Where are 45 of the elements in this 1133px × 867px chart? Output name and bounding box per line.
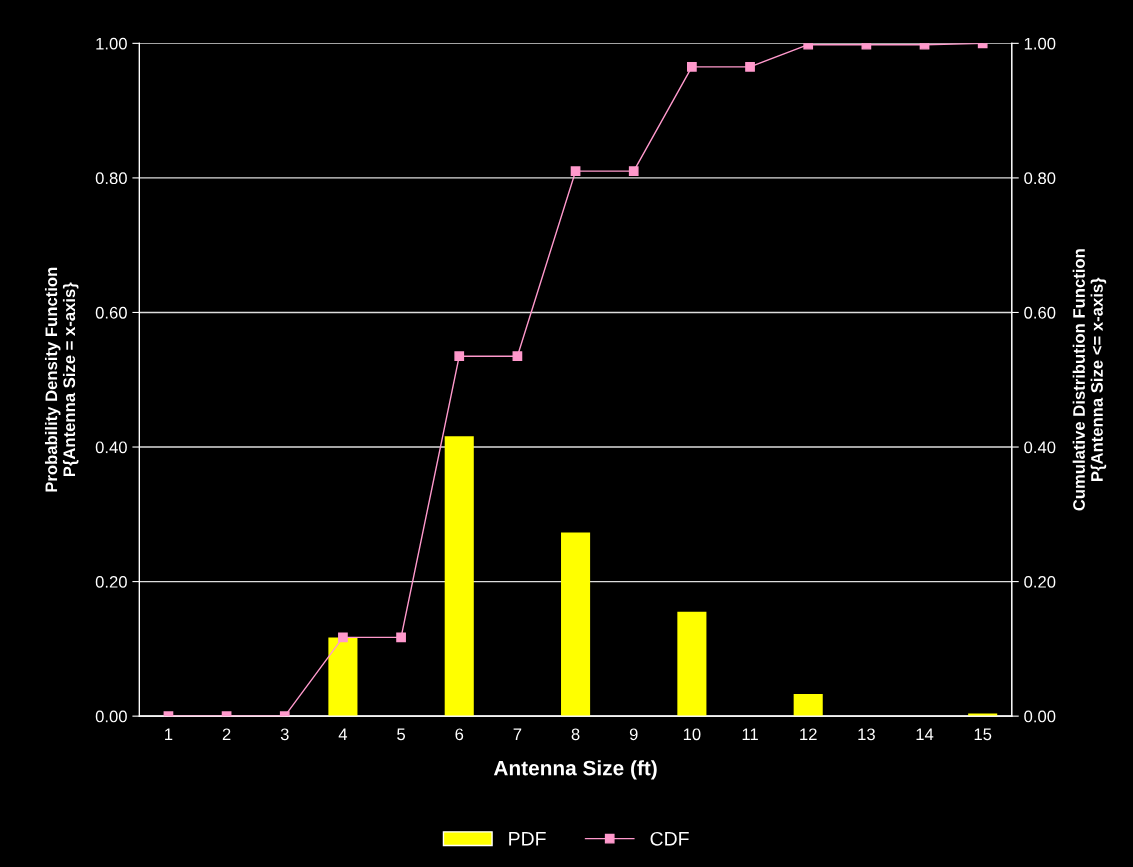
point xyxy=(687,62,697,72)
y2-tick-label: 0.00 xyxy=(1024,710,1056,723)
x-tick-label: 8 xyxy=(571,728,580,741)
x-tick-label: 2 xyxy=(222,728,231,741)
point xyxy=(396,632,406,643)
bar xyxy=(444,436,474,717)
y2-axis-title: Cumulative Distribution Function P{Antenna Size <= x-axis} xyxy=(1072,249,1107,511)
point xyxy=(512,351,523,362)
point xyxy=(745,62,755,72)
point xyxy=(570,166,581,177)
y-axis-title: Probability Density Function P{Antenna Size = x-axis} xyxy=(44,267,79,492)
y2-tick-label: 0.80 xyxy=(1024,172,1056,185)
bar xyxy=(561,532,591,717)
y2-tick-label: 0.20 xyxy=(1024,575,1056,588)
point xyxy=(628,166,639,177)
x-tick-label: 5 xyxy=(397,728,406,741)
y2-tick-label: 0.40 xyxy=(1024,441,1056,454)
x-tick-label: 12 xyxy=(800,728,817,741)
y2-tick-label: 1.00 xyxy=(1024,37,1056,50)
legend-label: CDF xyxy=(650,831,689,846)
x-tick-label: 13 xyxy=(858,728,875,741)
y-tick-label: 0.00 xyxy=(95,710,127,723)
x-tick-label: 15 xyxy=(974,728,992,741)
x-tick-label: 1 xyxy=(165,728,173,741)
y-tick-label: 0.80 xyxy=(95,172,127,185)
y-tick-label: 0.60 xyxy=(95,306,127,319)
x-tick-label: 4 xyxy=(338,728,348,741)
y-tick-label: 0.20 xyxy=(95,575,127,588)
point xyxy=(454,351,465,362)
legend-label: PDF xyxy=(509,832,546,846)
x-tick-label: 6 xyxy=(455,728,464,741)
x-tick-label: 11 xyxy=(742,728,758,741)
bar xyxy=(677,611,707,717)
x-tick-label: 10 xyxy=(683,728,701,741)
y2-tick-label: 0.60 xyxy=(1024,306,1056,319)
bar xyxy=(328,637,358,717)
x-axis-title: Antenna Size (ft) xyxy=(493,760,657,780)
y-tick-label: 0.40 xyxy=(95,441,127,454)
x-tick-label: 7 xyxy=(513,728,522,741)
bar xyxy=(793,693,823,717)
x-tick-label: 14 xyxy=(916,728,934,741)
point xyxy=(338,632,348,643)
x-tick-label: 9 xyxy=(629,728,638,741)
y-tick-label: 1.00 xyxy=(96,37,127,50)
x-tick-label: 3 xyxy=(280,728,289,741)
